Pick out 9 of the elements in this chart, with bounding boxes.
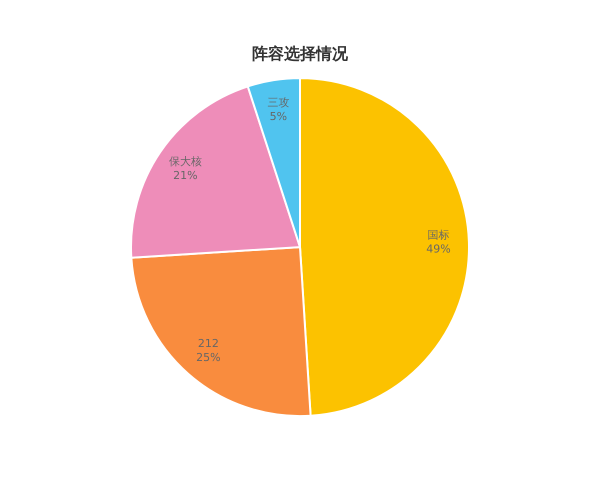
data-label: 49%	[426, 242, 451, 256]
slice-label: 三攻	[267, 96, 290, 110]
data-label: 21%	[173, 169, 198, 182]
data-label: 25%	[196, 350, 221, 364]
slice-label: 212	[198, 336, 219, 350]
data-label: 5%	[270, 110, 288, 124]
chart-title: 阵容选择情况	[252, 44, 349, 63]
slice-label: 国标	[428, 228, 450, 242]
slice-label: 保大核	[168, 155, 202, 168]
